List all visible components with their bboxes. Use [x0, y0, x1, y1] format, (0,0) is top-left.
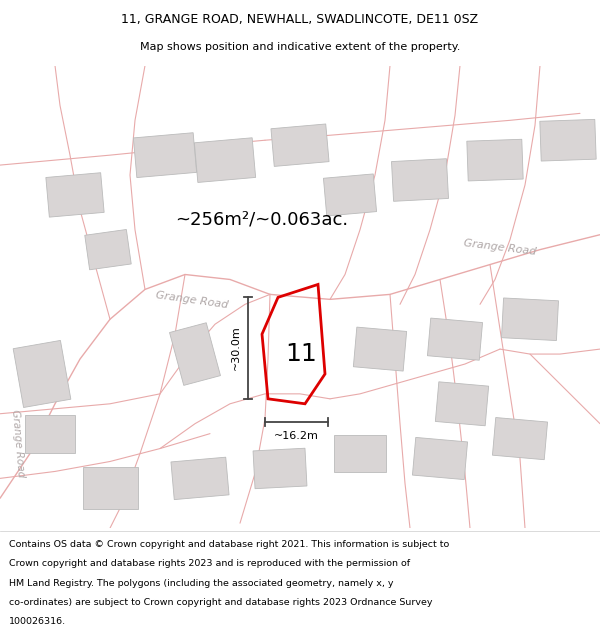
Polygon shape [467, 139, 523, 181]
Text: Grange Road: Grange Road [155, 291, 229, 311]
Polygon shape [133, 132, 197, 178]
Polygon shape [85, 229, 131, 270]
Polygon shape [493, 418, 548, 460]
Polygon shape [194, 138, 256, 182]
Polygon shape [391, 159, 449, 201]
Text: Map shows position and indicative extent of the property.: Map shows position and indicative extent… [140, 42, 460, 52]
Polygon shape [171, 457, 229, 499]
Text: ~256m²/~0.063ac.: ~256m²/~0.063ac. [175, 211, 348, 229]
Polygon shape [323, 174, 377, 216]
Text: 100026316.: 100026316. [9, 618, 66, 625]
Polygon shape [271, 124, 329, 166]
Text: Crown copyright and database rights 2023 and is reproduced with the permission o: Crown copyright and database rights 2023… [9, 559, 410, 568]
Polygon shape [334, 434, 386, 472]
Polygon shape [46, 173, 104, 217]
Polygon shape [253, 448, 307, 489]
Polygon shape [540, 119, 596, 161]
Text: 11, GRANGE ROAD, NEWHALL, SWADLINCOTE, DE11 0SZ: 11, GRANGE ROAD, NEWHALL, SWADLINCOTE, D… [121, 12, 479, 26]
Polygon shape [353, 327, 407, 371]
Polygon shape [170, 322, 220, 386]
Text: co-ordinates) are subject to Crown copyright and database rights 2023 Ordnance S: co-ordinates) are subject to Crown copyr… [9, 598, 433, 607]
Polygon shape [13, 341, 71, 408]
Polygon shape [502, 298, 559, 341]
Text: Grange Road: Grange Road [10, 409, 26, 478]
Text: HM Land Registry. The polygons (including the associated geometry, namely x, y: HM Land Registry. The polygons (includin… [9, 579, 394, 587]
Polygon shape [427, 318, 482, 360]
Text: Grange Road: Grange Road [463, 238, 537, 257]
Text: ~16.2m: ~16.2m [274, 431, 319, 441]
Polygon shape [412, 438, 467, 479]
Text: ~30.0m: ~30.0m [231, 326, 241, 371]
Text: 11: 11 [285, 342, 317, 366]
Polygon shape [436, 382, 488, 426]
Polygon shape [25, 415, 75, 452]
Text: Contains OS data © Crown copyright and database right 2021. This information is : Contains OS data © Crown copyright and d… [9, 540, 449, 549]
Polygon shape [83, 468, 137, 509]
